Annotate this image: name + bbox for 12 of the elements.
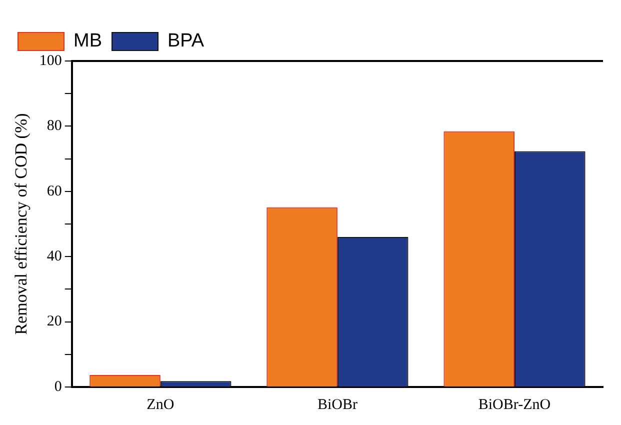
x-tick-label: ZnO: [146, 396, 174, 413]
y-tick-label: 20: [46, 314, 62, 330]
y-tick-label: 100: [39, 52, 62, 69]
y-tick-label: 80: [46, 118, 62, 134]
y-axis-title: Removal efficiency of COD (%): [12, 113, 31, 335]
legend-label: MB: [74, 30, 102, 52]
y-tick-label: 60: [46, 183, 62, 200]
legend-label: BPA: [168, 30, 204, 52]
x-tick-label: BiOBr: [317, 396, 358, 413]
x-tick-label: BiOBr-ZnO: [478, 396, 551, 413]
y-tick-label: 40: [46, 248, 62, 265]
y-tick-label: 0: [54, 378, 62, 395]
